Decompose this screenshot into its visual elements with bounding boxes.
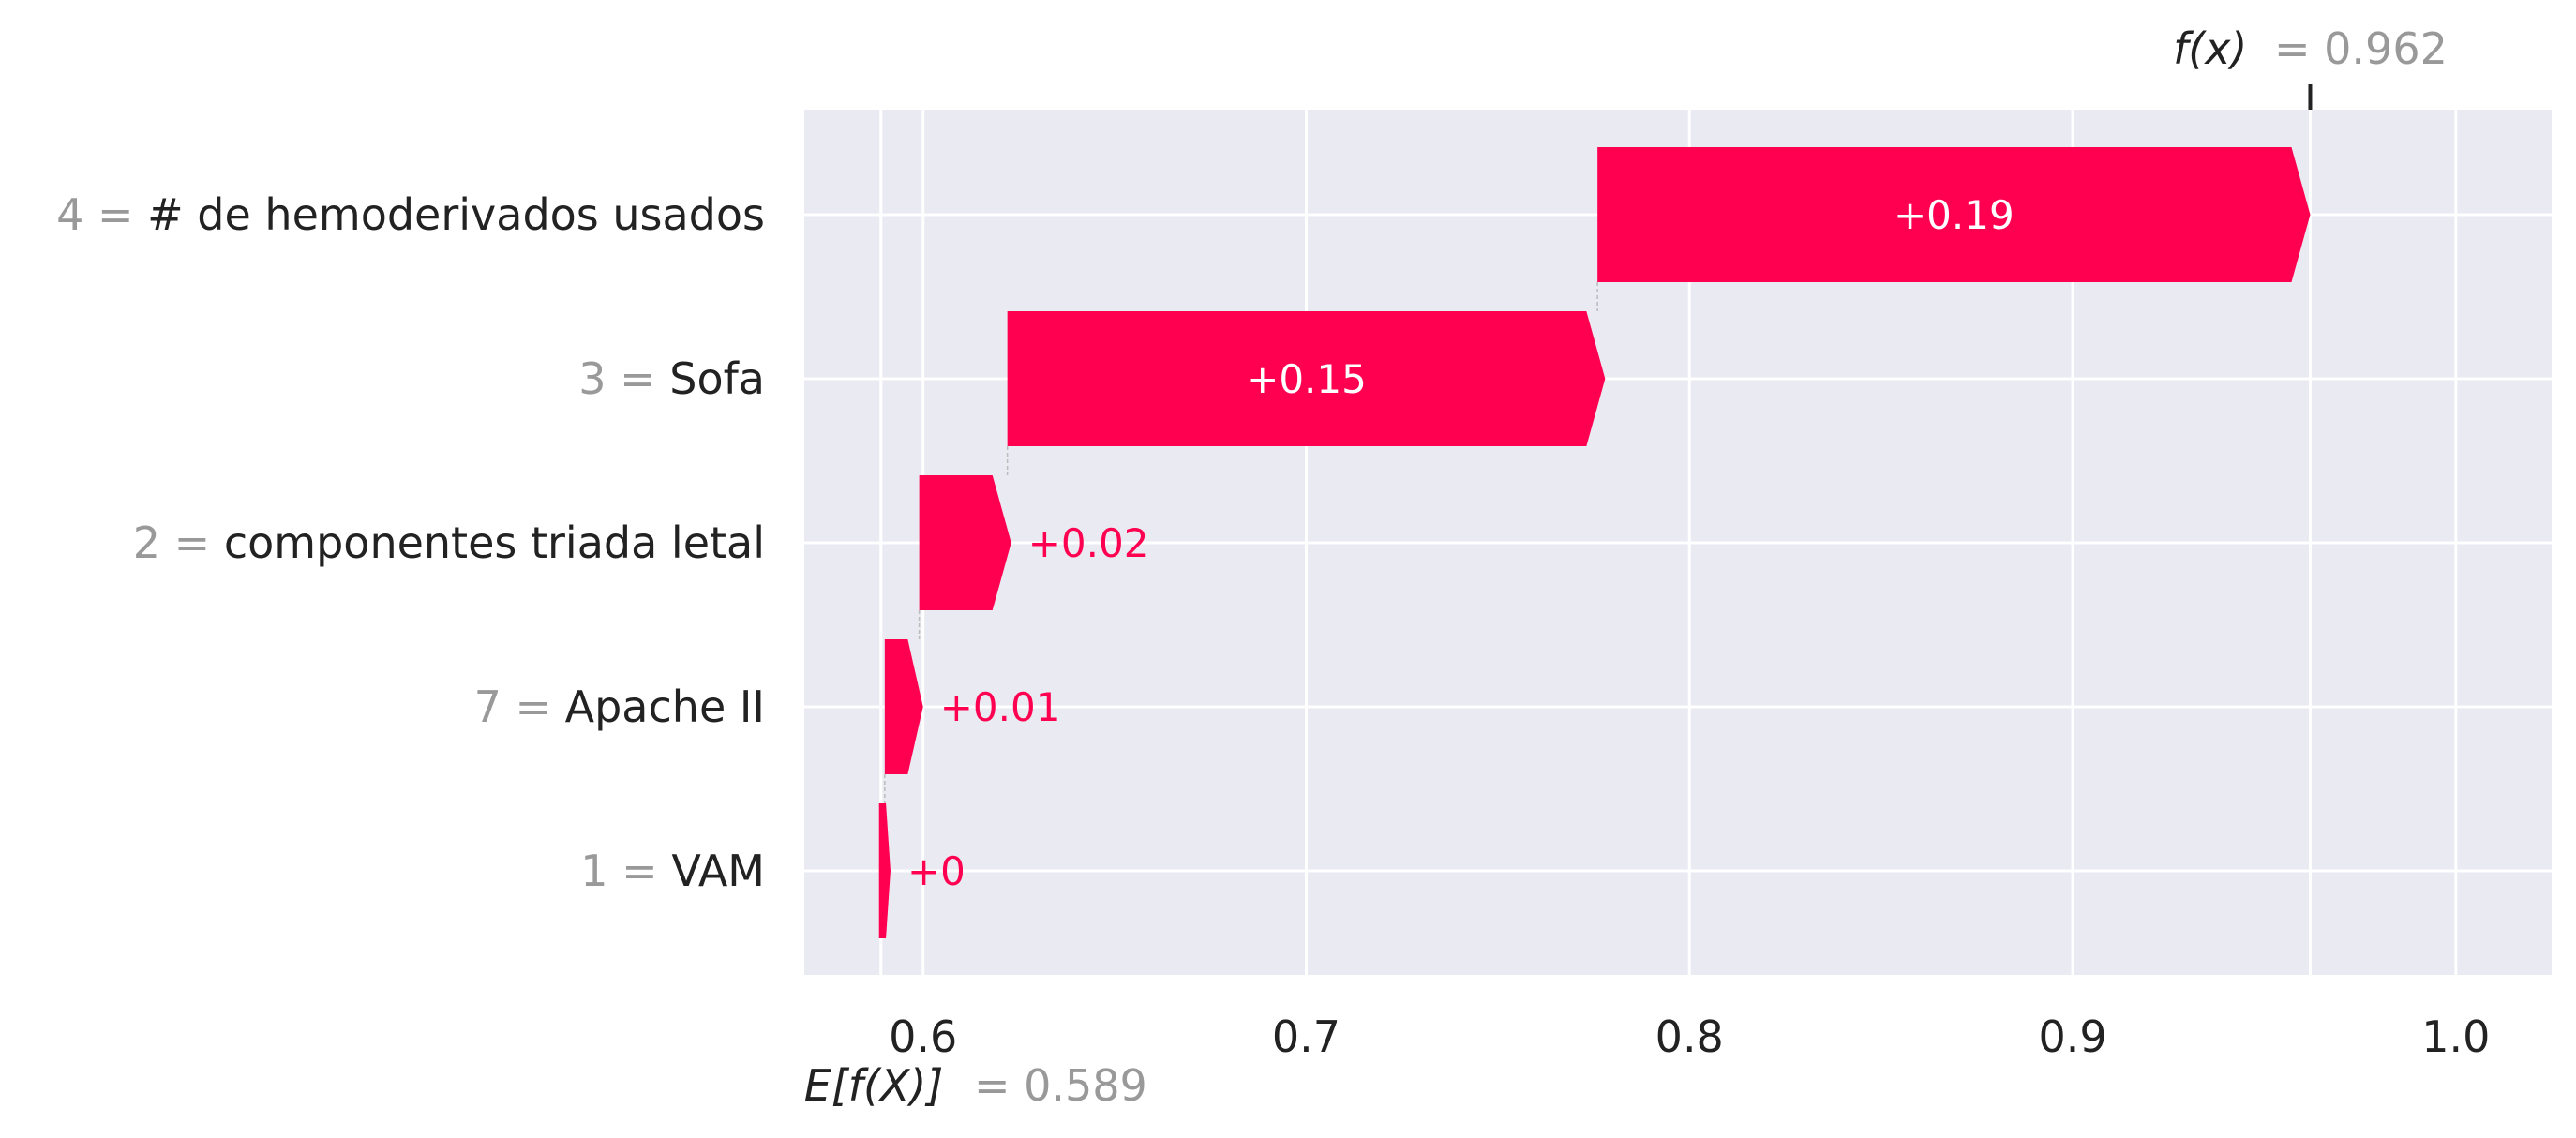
feature-value: 3 = — [578, 353, 669, 404]
base-value-number: = 0.589 — [974, 1060, 1147, 1111]
bar-value-label: +0.15 — [1246, 356, 1367, 402]
feature-name: Apache II — [565, 681, 765, 732]
contribution-bar — [884, 639, 923, 774]
output-value-name: f(x) — [2173, 23, 2247, 74]
feature-value: 1 = — [580, 846, 671, 896]
feature-name: componentes triada letal — [224, 517, 765, 568]
bar-value-label: +0.02 — [1028, 520, 1149, 566]
contribution-bar — [919, 475, 1011, 610]
feature-label: 4 = # de hemoderivados usados — [56, 189, 765, 240]
feature-name: Sofa — [669, 353, 765, 404]
bar-value-label: +0 — [907, 848, 966, 894]
output-value-number: = 0.962 — [2274, 23, 2448, 74]
feature-label: 1 = VAM — [580, 846, 765, 896]
feature-labels: 4 = # de hemoderivados usados 3 = Sofa 2 =… — [56, 189, 765, 896]
feature-label: 2 = componentes triada letal — [133, 517, 765, 568]
x-axis-ticks: 0.6 0.7 0.8 0.9 1.0 — [889, 1011, 2490, 1062]
feature-label: 7 = Apache II — [474, 681, 765, 732]
x-tick-label: 0.7 — [1272, 1011, 1340, 1062]
feature-name: # de hemoderivados usados — [147, 189, 765, 240]
bar-value-label: +0.19 — [1894, 192, 2014, 238]
x-tick-label: 0.6 — [889, 1011, 957, 1062]
contribution-bar — [1007, 311, 1606, 446]
feature-value: 2 = — [133, 517, 224, 568]
contribution-bar — [1597, 147, 2311, 282]
feature-name: VAM — [671, 846, 765, 896]
contribution-bar — [878, 803, 891, 938]
bar-value-label: +0.01 — [940, 684, 1061, 730]
feature-label: 3 = Sofa — [578, 353, 765, 404]
feature-value: 7 = — [474, 681, 565, 732]
output-value-label: f(x) = 0.962 — [2173, 23, 2448, 74]
x-tick-label: 0.9 — [2038, 1011, 2106, 1062]
base-value-name: E[f(X)] — [804, 1060, 944, 1111]
x-tick-label: 1.0 — [2421, 1011, 2490, 1062]
bars: +0.19 +0.15 +0.02 +0.01 +0 — [878, 147, 2311, 938]
feature-value: 4 = — [56, 189, 147, 240]
x-tick-label: 0.8 — [1655, 1011, 1724, 1062]
base-value-label: E[f(X)] = 0.589 — [804, 1060, 1147, 1111]
